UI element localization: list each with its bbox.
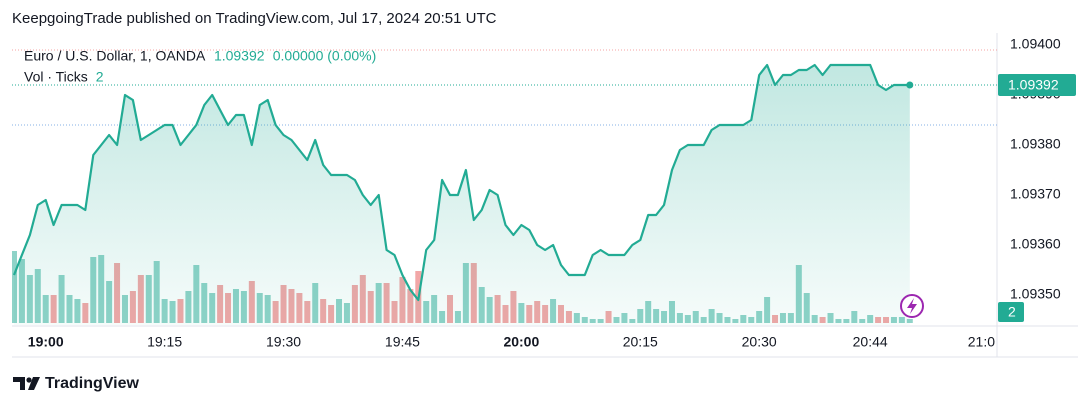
y-tick-label: 1.09360	[1010, 236, 1061, 252]
legend-volume-label: Vol · Ticks	[24, 69, 88, 85]
x-tick-label: 19:00	[28, 334, 64, 350]
y-tick-label: 1.09350	[1010, 286, 1061, 302]
header: KeepgoingTrade published on TradingView.…	[12, 10, 497, 27]
last-price-label: 1.09392	[1008, 77, 1059, 93]
x-tick-label: 20:44	[853, 334, 888, 350]
price-line-series	[12, 63, 910, 302]
y-tick-label: 1.09380	[1010, 136, 1061, 152]
last-point	[906, 81, 914, 89]
last-volume-label: 2	[1008, 304, 1016, 320]
x-tick-label: 19:30	[266, 334, 301, 350]
x-tick-label: 20:15	[623, 334, 658, 350]
legend-volume-value: 2	[96, 69, 104, 85]
y-tick-label: 1.09400	[1010, 36, 1061, 52]
footer-brand: TradingView	[45, 375, 140, 392]
x-tick-label: 20:30	[742, 334, 777, 350]
x-tick-label: 21:0	[968, 334, 995, 350]
x-tick-label: 19:45	[385, 334, 420, 350]
legend: Euro / U.S. Dollar, 1, OANDA 1.09392 0.0…	[24, 48, 376, 85]
plot	[12, 49, 997, 325]
last-volume-box	[998, 302, 1024, 322]
area-fill	[14, 65, 910, 325]
legend-change: 0.00000 (0.00%)	[273, 48, 377, 64]
x-tick-label: 19:15	[147, 334, 182, 350]
footer-logo	[13, 377, 40, 390]
legend-symbol: Euro / U.S. Dollar, 1, OANDA	[24, 48, 206, 64]
last-price-box	[998, 74, 1076, 96]
x-tick-label: 20:00	[503, 334, 539, 350]
axes: 1.094001.093901.093801.093701.093601.093…	[28, 36, 1076, 350]
legend-price: 1.09392	[214, 48, 265, 64]
replay-icon	[900, 294, 924, 318]
y-tick-label: 1.09370	[1010, 186, 1061, 202]
